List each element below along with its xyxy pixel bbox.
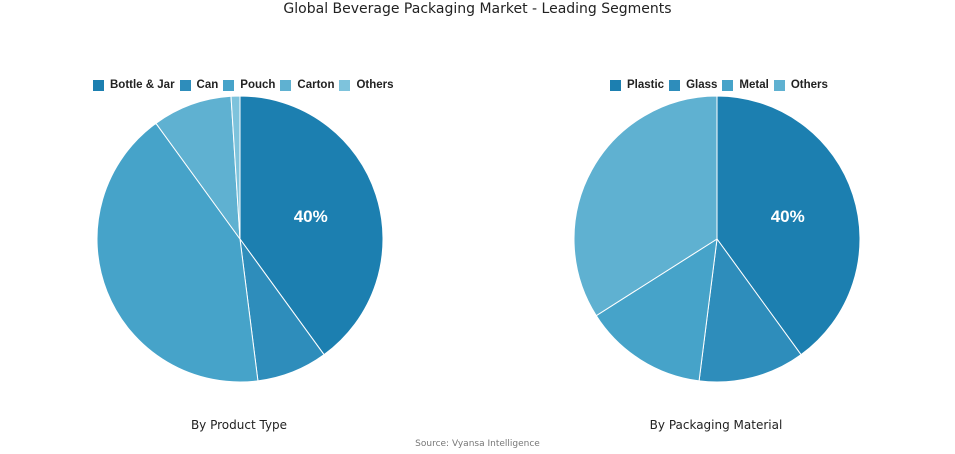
- legend-item[interactable]: Others: [773, 79, 828, 91]
- legend-swatch-icon: [669, 79, 681, 91]
- legend-label: Glass: [686, 79, 718, 91]
- pie-slice[interactable]: [239, 95, 384, 356]
- pie-slice[interactable]: [716, 95, 861, 356]
- legend-label: Carton: [297, 79, 335, 91]
- legend-item[interactable]: Pouch: [223, 79, 275, 91]
- source-note: Source: Vyansa Intelligence: [415, 439, 540, 449]
- pie-chart-packaging-material: 40%: [573, 95, 861, 383]
- legend-label: Bottle & Jar: [110, 79, 175, 91]
- pie-slice[interactable]: [573, 95, 718, 317]
- pie-slice[interactable]: [230, 95, 241, 240]
- subtitle-packaging-material: By Packaging Material: [649, 418, 783, 432]
- legend-label: Pouch: [240, 79, 276, 91]
- legend-label: Others: [356, 79, 394, 91]
- legend-swatch-icon: [610, 79, 621, 91]
- legend-swatch-icon: [223, 79, 235, 91]
- legend-swatch-icon: [722, 79, 734, 91]
- pie-slice[interactable]: [155, 95, 241, 241]
- legend-item[interactable]: Metal: [722, 79, 769, 91]
- legend-item[interactable]: Plastic: [610, 79, 664, 91]
- legend-swatch-icon: [93, 79, 104, 91]
- legend-swatch-icon: [773, 79, 785, 91]
- legend-item[interactable]: Can: [179, 79, 219, 91]
- legend-item[interactable]: Glass: [669, 79, 717, 91]
- pie-slice[interactable]: [96, 122, 259, 383]
- legend-label: Plastic: [627, 79, 665, 91]
- legend-item[interactable]: Carton: [280, 79, 334, 91]
- legend-item[interactable]: Others: [339, 79, 394, 91]
- subtitle-product-type: By Product Type: [190, 418, 288, 432]
- slice-value-label: 40%: [294, 207, 328, 226]
- chart-title: Global Beverage Packaging Market - Leadi…: [283, 1, 672, 17]
- legend-swatch-icon: [179, 79, 191, 91]
- legend-item[interactable]: Bottle & Jar: [93, 79, 175, 91]
- legend-label: Metal: [739, 79, 769, 91]
- legend-label: Others: [790, 79, 828, 91]
- pie-chart-product-type: 40%: [96, 95, 384, 383]
- pie-slice[interactable]: [595, 238, 718, 382]
- legend-product-type: Bottle & Jar Can Pouch Carton Others: [93, 79, 399, 91]
- slice-value-label: 40%: [771, 207, 805, 226]
- legend-swatch-icon: [339, 79, 351, 91]
- pie-slice[interactable]: [698, 237, 802, 383]
- legend-label: Can: [196, 79, 219, 91]
- legend-swatch-icon: [280, 79, 292, 91]
- legend-packaging-material: Plastic Glass Metal Others: [610, 79, 833, 91]
